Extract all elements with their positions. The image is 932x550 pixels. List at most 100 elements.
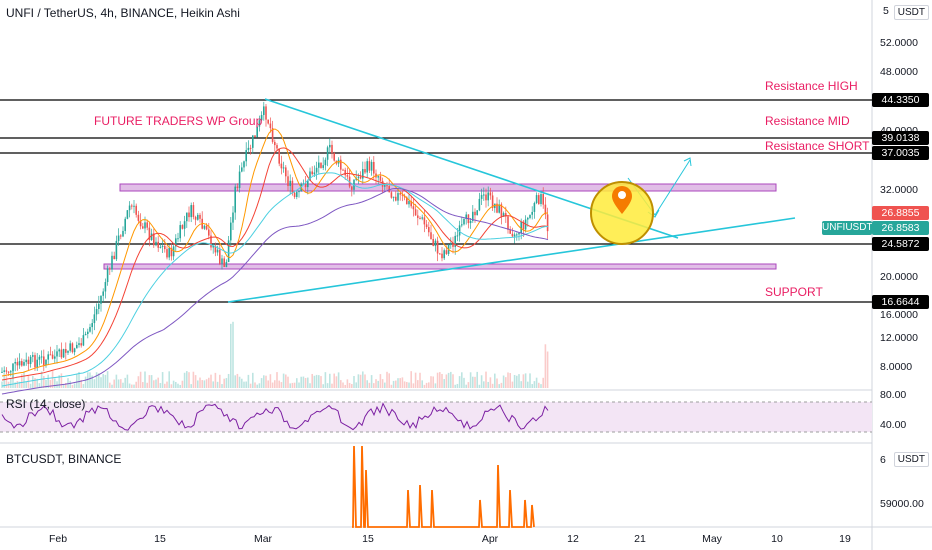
volume-bar: [95, 372, 98, 388]
candle-body: [331, 144, 333, 154]
volume-bar: [370, 375, 373, 388]
volume-bar: [474, 376, 476, 388]
candle-body: [144, 222, 146, 229]
price-label-resistance-short: 37.0035: [872, 146, 929, 160]
candle-body: [489, 192, 492, 196]
candle-body: [238, 171, 241, 188]
candle-body: [208, 229, 210, 236]
volume-bar: [307, 377, 309, 388]
group-label: FUTURE TRADERS WP Group: [94, 114, 263, 128]
candle-body: [340, 159, 342, 170]
candle-body: [381, 180, 384, 187]
volume-bar: [131, 384, 133, 388]
volume-bar: [157, 377, 159, 388]
candle-body: [175, 238, 177, 247]
volume-bar: [344, 384, 346, 388]
volume-bar: [274, 380, 276, 388]
volume-bar: [227, 373, 230, 388]
volume-bar: [181, 380, 184, 388]
volume-bar: [540, 384, 542, 388]
candle-body: [430, 232, 432, 240]
candle-body: [27, 359, 30, 365]
candle-body: [25, 359, 27, 363]
volume-bar: [67, 378, 69, 388]
volume-bar: [304, 377, 307, 388]
candle-body: [177, 238, 179, 240]
candle-body: [485, 194, 487, 201]
volume-bar: [542, 377, 544, 388]
candle-body: [21, 361, 23, 366]
candle-body: [128, 205, 131, 211]
volume-bar: [234, 375, 236, 388]
volume-bar: [238, 376, 241, 388]
volume-bar: [456, 383, 459, 388]
candle-body: [58, 349, 60, 352]
candle-body: [527, 217, 529, 220]
volume-bar: [419, 372, 421, 388]
volume-bar: [430, 376, 432, 388]
volume-bar: [320, 376, 322, 388]
volume-bar: [161, 372, 164, 388]
volume-bar: [439, 372, 441, 388]
candle-body: [98, 303, 100, 310]
candle-body: [271, 128, 274, 142]
volume-bar: [36, 378, 38, 388]
volume-bar: [34, 378, 36, 388]
volume-bar: [32, 375, 34, 388]
candle-body: [370, 161, 373, 171]
candle-body: [346, 175, 349, 177]
candle-body: [441, 253, 443, 259]
x-tick: 15: [362, 533, 374, 545]
candle-body: [254, 135, 256, 138]
volume-bar: [135, 381, 137, 388]
volume-bar: [106, 371, 109, 388]
candle-body: [188, 212, 190, 218]
volume-bar: [197, 380, 199, 388]
candle-body: [236, 186, 239, 188]
candle-body: [425, 224, 428, 228]
candle-body: [197, 214, 199, 220]
candle-body: [192, 205, 195, 217]
volume-bar: [509, 373, 511, 388]
volume-bar: [538, 382, 540, 388]
candle-body: [304, 183, 307, 188]
volume-bar: [502, 375, 505, 388]
candle-body: [221, 258, 223, 264]
candle-body: [232, 212, 234, 223]
volume-bar: [362, 371, 364, 388]
volume-bar: [331, 383, 333, 388]
candle-body: [170, 247, 173, 257]
volume-bar: [278, 380, 280, 388]
candle-body: [395, 196, 397, 201]
candle-body: [443, 250, 445, 259]
volume-bar: [214, 372, 217, 388]
candle-body: [529, 214, 531, 218]
x-tick: 21: [634, 533, 646, 545]
candle-body: [309, 171, 311, 181]
candle-body: [67, 350, 69, 353]
candle-body: [230, 222, 232, 241]
candle-body: [69, 343, 71, 351]
volume-bar: [377, 380, 379, 388]
volume-bar: [395, 380, 397, 388]
volume-bar: [254, 382, 256, 388]
candle-body: [205, 225, 208, 230]
candle-body: [298, 191, 300, 193]
candle-body: [115, 240, 118, 260]
last-price-label: 26.8583: [872, 221, 929, 235]
volume-bar: [412, 383, 415, 388]
volume-bar: [406, 382, 408, 388]
candle-body: [256, 126, 258, 138]
volume-bar: [326, 383, 329, 388]
volume-bar: [150, 375, 153, 388]
volume-bar: [465, 384, 467, 388]
candle-body: [386, 185, 388, 187]
volume-bar: [489, 377, 492, 388]
candle-body: [373, 161, 375, 174]
currency-badge[interactable]: USDT: [893, 5, 929, 20]
resistance-short-label: Resistance SHORT: [765, 139, 870, 153]
currency-badge-btc[interactable]: USDT: [893, 452, 929, 467]
candle-body: [260, 115, 263, 121]
volume-bar: [73, 383, 76, 388]
